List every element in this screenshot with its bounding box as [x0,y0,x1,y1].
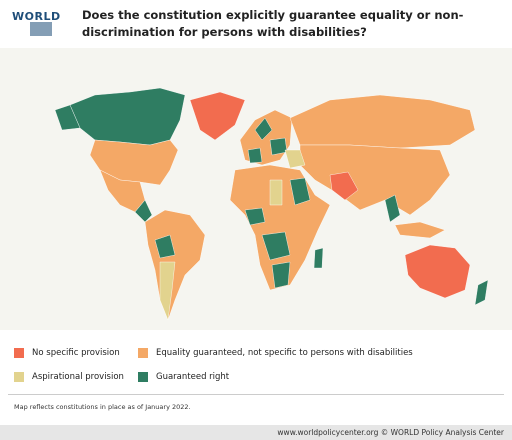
legend-label: No specific provision [32,348,120,358]
legend-swatch [14,372,24,382]
legend-label: Guaranteed right [156,372,230,382]
legend-item: Aspirational provision [14,372,124,382]
legend-label: Equality guaranteed, not specific to per… [156,348,413,358]
legend-label: Aspirational provision [32,372,124,382]
legend-item: Equality guaranteed, not specific to per… [138,348,413,358]
legend-item: No specific provision [14,348,120,358]
legend-swatch [138,348,148,358]
logo: WORLD [12,10,61,23]
title: Does the constitution explicitly guarant… [82,8,464,39]
world-map [0,48,512,330]
legend-swatch [138,372,148,382]
legend-swatch [14,348,24,358]
footer: www.worldpolicycenter.org © WORLD Policy… [0,425,512,440]
note: Map reflects constitutions in place as o… [14,403,191,411]
logo-mark [30,22,52,36]
divider [8,394,504,395]
legend-item: Guaranteed right [138,372,229,382]
